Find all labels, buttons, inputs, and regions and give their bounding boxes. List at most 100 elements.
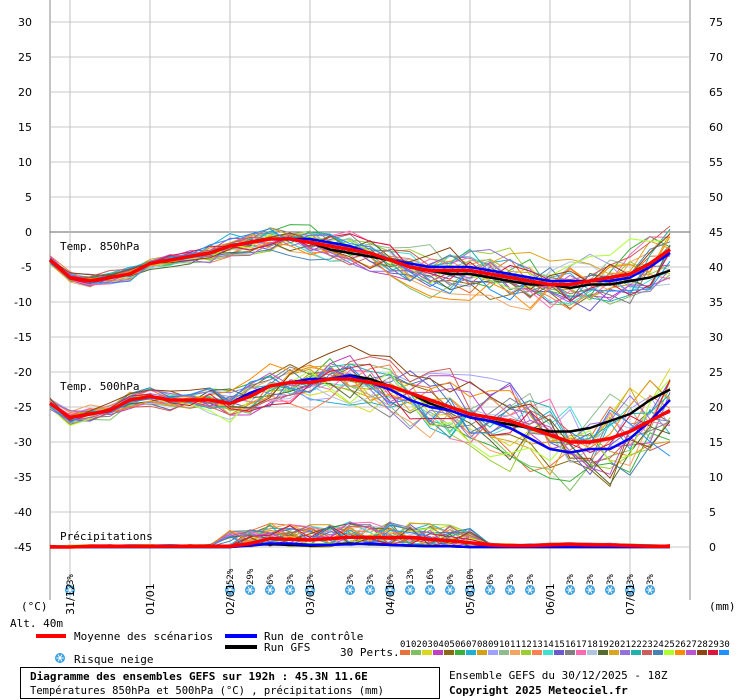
snow-risk-pct: 3% [66, 574, 76, 585]
snowflake-arm [447, 586, 453, 594]
right-tick-label: 0 [709, 541, 716, 554]
snow-risk-pct: 13% [406, 568, 416, 585]
left-tick-label: -5 [21, 261, 32, 274]
left-tick-label: 10 [18, 156, 32, 169]
run-info: Ensemble GEFS du 30/12/2025 - 18Z [449, 669, 668, 682]
pert-swatch [719, 650, 729, 655]
pert-swatch [488, 650, 498, 655]
legend-snowflake-icon [55, 653, 65, 663]
x-date-label: 31/12 [64, 583, 77, 615]
left-tick-label: -20 [14, 366, 32, 379]
perturbation-line [49, 375, 671, 464]
snowflake-arm [407, 586, 413, 594]
pert-number: 21 [620, 640, 631, 650]
snowflake-arm [247, 586, 253, 594]
legend-snow-icon [55, 653, 65, 663]
left-tick-label: -10 [14, 296, 32, 309]
left-tick-label: 0 [25, 226, 32, 239]
snowflake-arm [607, 586, 613, 594]
snowflake-arm [387, 586, 393, 594]
perturbation-line [49, 344, 671, 479]
pert-swatch [444, 650, 454, 655]
snowflake-arm [647, 586, 653, 594]
snowflake-arm [267, 586, 273, 594]
snowflake-icon [585, 585, 595, 595]
x-axis-dates: 31/12 01/01 02/01 03/01 04/01 05/01 06/01 07/01 [64, 583, 637, 615]
snow-risk-pct: 3% [366, 574, 376, 585]
pert-swatch [521, 650, 531, 655]
snowflake-arm [67, 586, 73, 594]
snow-risk-row: 3% 52% 29% 6% 3% 3% 3% 3% 6% 13% 16% 6% 10% 6% 3% 3% 3% 3… [65, 568, 656, 595]
pert-number: 27 [686, 640, 697, 650]
right-tick-label: 10 [709, 471, 723, 484]
snowflake-icon [385, 585, 395, 595]
right-unit: (mm) [709, 600, 736, 613]
right-tick-label: 25 [709, 366, 723, 379]
pert-number: 29 [708, 640, 719, 650]
legend: Moyenne des scénarios Run de contrôle Ru… [36, 630, 730, 666]
snowflake-arm [627, 586, 633, 594]
pert-number: 16 [565, 640, 576, 650]
x-date-label: 02/01 [224, 583, 237, 615]
right-tick-label: 20 [709, 401, 723, 414]
t500-label: Temp. 500hPa [60, 380, 139, 393]
right-tick-label: 15 [709, 436, 723, 449]
snowflake-icon [305, 585, 315, 595]
right-tick-label: 70 [709, 51, 723, 64]
snow-risk-pct: 16% [426, 568, 436, 585]
snow-risk-pct: 6% [386, 574, 396, 585]
pert-number: 15 [554, 640, 565, 650]
snowflake-icon [625, 585, 635, 595]
legend-snow-label: Risque neige [74, 653, 153, 666]
pert-swatch [631, 650, 641, 655]
x-date-label: 07/01 [624, 583, 637, 615]
right-tick-label: 45 [709, 226, 723, 239]
left-tick-label: 30 [18, 16, 32, 29]
pert-number: 08 [477, 640, 488, 650]
pert-number: 24 [653, 640, 664, 650]
series-line-0-t500 [48, 377, 671, 444]
snow-risk-pct: 3% [606, 574, 616, 585]
pert-number: 04 [433, 640, 444, 650]
pert-number: 17 [576, 640, 587, 650]
pert-number: 01 [400, 640, 411, 650]
pert-swatch [675, 650, 685, 655]
altitude-label: Alt. 40m [10, 617, 63, 630]
snowflake-icon [565, 585, 575, 595]
snow-risk-pct: 6% [486, 574, 496, 585]
snowflake-arm [347, 586, 353, 594]
snow-risk-pct: 3% [306, 574, 316, 585]
pert-number: 03 [422, 640, 433, 650]
snowflake-icon [465, 585, 475, 595]
perturbation-lines [49, 224, 671, 548]
snowflake-arm [527, 586, 533, 594]
right-tick-label: 35 [709, 296, 723, 309]
snowflake-icon [345, 585, 355, 595]
pert-swatch [598, 650, 608, 655]
x-date-label: 05/01 [464, 583, 477, 615]
pert-number: 10 [499, 640, 510, 650]
snow-risk-pct: 6% [446, 574, 456, 585]
pert-swatch [708, 650, 718, 655]
right-tick-label: 40 [709, 261, 723, 274]
panel-labels: Temp. 850hPa Temp. 500hPa Précipitations [60, 240, 153, 543]
snow-risk-pct: 3% [286, 574, 296, 585]
pert-swatch [455, 650, 465, 655]
title-box: Diagramme des ensembles GEFS sur 192h : … [20, 667, 440, 699]
x-date-label: 06/01 [544, 583, 557, 615]
pert-number: 26 [675, 640, 686, 650]
pert-number: 23 [642, 640, 653, 650]
left-tick-label: -30 [14, 436, 32, 449]
pert-number: 09 [488, 640, 499, 650]
left-tick-label: -25 [14, 401, 32, 414]
perturbation-line [49, 356, 671, 464]
pert-swatch [609, 650, 619, 655]
pert-number: 22 [631, 640, 642, 650]
snowflake-arm [467, 586, 473, 594]
pert-number: 07 [466, 640, 477, 650]
snow-risk-pct: 3% [646, 574, 656, 585]
pert-swatch [576, 650, 586, 655]
pert-swatch [510, 650, 520, 655]
pert-swatch [620, 650, 630, 655]
snowflake-arm [227, 586, 233, 594]
